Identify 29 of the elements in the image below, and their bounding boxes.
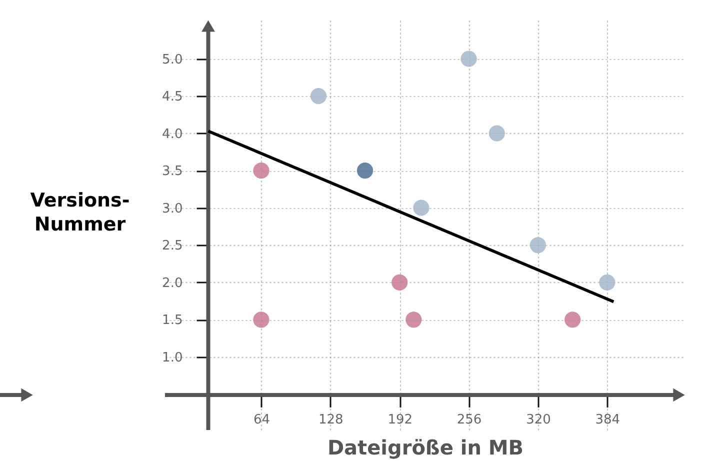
- point: [392, 274, 408, 290]
- y-tick-label: 3.0: [162, 201, 183, 216]
- y-tick-label: 2.5: [162, 238, 183, 254]
- x-tick-label: 320: [526, 412, 551, 428]
- point: [406, 312, 422, 328]
- point: [530, 237, 546, 254]
- point: [564, 312, 581, 328]
- y-tick-label: 4.0: [162, 126, 183, 142]
- y-tick-label: 2.0: [162, 276, 183, 291]
- y-tick-label: 4.5: [162, 90, 183, 105]
- point: [599, 274, 616, 290]
- point: [356, 162, 374, 179]
- y-tick-label: 1.0: [162, 350, 183, 366]
- x-tick-label: 192: [388, 412, 413, 428]
- point: [310, 88, 327, 104]
- y-axis-title: Versions- Nummer: [30, 189, 130, 236]
- point: [460, 50, 477, 67]
- point: [488, 125, 505, 142]
- y-tick-label: 1.5: [162, 313, 183, 328]
- x-tick-label: 64: [253, 412, 270, 428]
- point: [413, 200, 430, 216]
- x-tick-label: 256: [456, 412, 482, 428]
- x-tick-label: 128: [318, 412, 344, 428]
- y-tick-label: 5.0: [162, 52, 183, 68]
- x-axis-title: Dateigröße in MB: [327, 435, 524, 460]
- point: [253, 312, 270, 328]
- x-tick-label: 384: [595, 412, 620, 428]
- point: [253, 162, 270, 179]
- y-tick-label: 3.5: [162, 164, 183, 180]
